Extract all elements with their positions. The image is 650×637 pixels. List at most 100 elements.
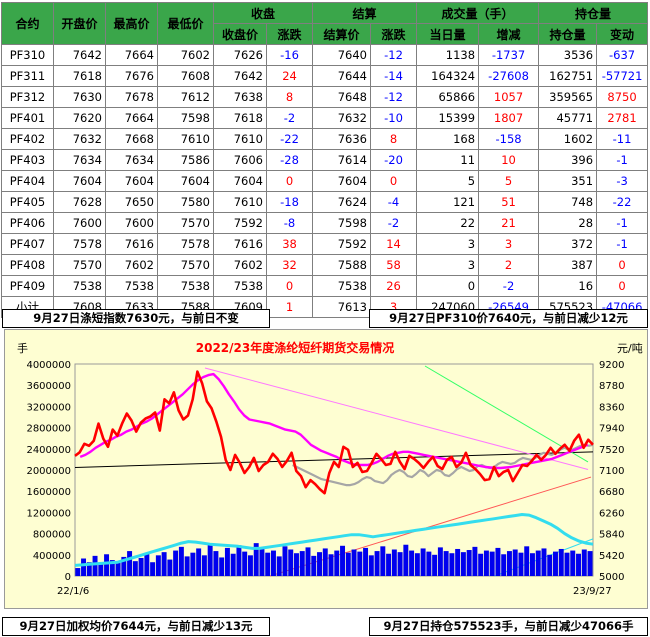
value-cell: -20 [370, 149, 418, 171]
volume-bar [161, 552, 167, 576]
left-tick-label: 1200000 [26, 508, 71, 519]
trend-line-black [74, 451, 594, 468]
volume-bar [368, 555, 374, 576]
value-cell: -2 [370, 212, 418, 234]
volume-bar [224, 547, 230, 576]
volume-bar [230, 553, 236, 576]
right-tick-label: 5000 [599, 572, 624, 583]
header-close: 收盘 [212, 2, 314, 24]
right-axis-ticks: 5000 5420 5840 6260 6680 7100 7520 7940 8360 8780… [599, 360, 624, 583]
contract-cell: PF311 [1, 65, 54, 87]
value-cell: 0 [596, 275, 649, 297]
volume-bar [184, 556, 190, 576]
left-tick-label: 2800000 [26, 424, 71, 435]
value-cell: 0 [370, 170, 418, 192]
value-cell: 396 [538, 149, 598, 171]
value-cell: 7602 [157, 44, 214, 66]
value-cell: 7650 [105, 191, 158, 213]
contract-cell: PF404 [1, 170, 54, 192]
value-cell: 1807 [478, 107, 540, 129]
value-cell: 7604 [157, 170, 214, 192]
value-cell: 372 [538, 233, 598, 255]
value-cell: 7634 [105, 149, 158, 171]
value-cell: 0 [265, 275, 314, 297]
volume-bar [553, 551, 558, 576]
series-lines [74, 370, 594, 567]
value-cell: 7624 [312, 191, 372, 213]
x-end-label: 23/9/27 [573, 586, 612, 597]
value-cell: 28 [538, 212, 598, 234]
value-cell: 7676 [105, 65, 158, 87]
value-cell: 748 [538, 191, 598, 213]
volume-bar [340, 545, 346, 576]
volume-bar [449, 553, 455, 576]
volume-bar [282, 546, 288, 576]
contract-cell: PF407 [1, 233, 54, 255]
value-cell: -22 [265, 128, 314, 150]
value-cell: 15399 [416, 107, 480, 129]
value-cell: 7608 [157, 65, 214, 87]
futures-chart: 2022/23年度涤纶短纤期货交易情况 手 元/吨 0 400000 800000 1… [17, 340, 643, 597]
right-unit-label: 元/吨 [617, 342, 643, 355]
volume-bar [265, 552, 271, 576]
value-cell: 7610 [213, 191, 267, 213]
banner-open-interest: 9月27日持仓575523手，与前日减少47066手 [369, 617, 648, 636]
table-body: PF310 7642 7664 7602 7626 -16 7640 -12 1138 -1737… [1, 44, 649, 318]
contract-cell: PF408 [1, 254, 54, 276]
value-cell: 14 [370, 233, 418, 255]
value-cell: 7632 [312, 107, 372, 129]
right-tick-label: 8360 [599, 402, 624, 413]
header-volume-change: 增减 [478, 23, 540, 45]
x-start-label: 22/1/6 [57, 586, 89, 597]
volume-bar [132, 561, 138, 576]
value-cell: 7616 [105, 233, 158, 255]
value-cell: 7600 [53, 212, 106, 234]
value-cell: 11 [416, 149, 480, 171]
value-cell: 7618 [213, 107, 267, 129]
header-day-volume: 当日量 [416, 23, 480, 45]
value-cell: 7570 [53, 254, 106, 276]
volume-bar [98, 564, 104, 576]
contract-cell: PF310 [1, 44, 54, 66]
volume-bar [299, 551, 305, 576]
volume-bar [403, 544, 409, 576]
volume-bar [201, 555, 207, 576]
volume-bar [351, 549, 357, 576]
volume-bar [167, 559, 173, 576]
volume-bar [409, 550, 415, 576]
value-cell: 45771 [538, 107, 598, 129]
value-cell: 7678 [105, 86, 158, 108]
value-cell: 7598 [312, 212, 372, 234]
value-cell: 2781 [596, 107, 649, 129]
value-cell: 32 [265, 254, 314, 276]
value-cell: 351 [538, 170, 598, 192]
right-tick-label: 5420 [599, 551, 624, 562]
volume-bar [196, 548, 202, 576]
volume-bar [357, 551, 363, 576]
volume-bar [564, 552, 570, 576]
header-oi: 持仓量 [538, 23, 598, 45]
value-cell: 8750 [596, 86, 649, 108]
left-tick-label: 1600000 [26, 487, 71, 498]
value-cell: 7616 [213, 233, 267, 255]
value-cell: 7578 [157, 233, 214, 255]
header-open-interest: 持仓量 [538, 2, 649, 24]
value-cell: 16 [538, 275, 598, 297]
contract-cell: PF403 [1, 149, 54, 171]
value-cell: 7614 [312, 149, 372, 171]
value-cell: -22 [596, 191, 649, 213]
value-cell: 65866 [416, 86, 480, 108]
header-row-sub: 收盘价 涨跌 结算价 涨跌 当日量 增减 持仓量 变动 [2, 23, 649, 45]
volume-bar [311, 555, 317, 576]
volume-bar [247, 555, 253, 576]
value-cell: -1 [596, 233, 649, 255]
value-cell: 1138 [416, 44, 480, 66]
value-cell: 7664 [105, 107, 158, 129]
volume-bar [501, 554, 507, 576]
value-cell: 162751 [538, 65, 598, 87]
volume-bar [334, 550, 340, 576]
banner-index: 9月27日涤短指数7630元，与前日不变 [2, 309, 270, 328]
value-cell: 0 [596, 254, 649, 276]
series-index-line [292, 443, 594, 487]
volume-bar [322, 548, 328, 576]
